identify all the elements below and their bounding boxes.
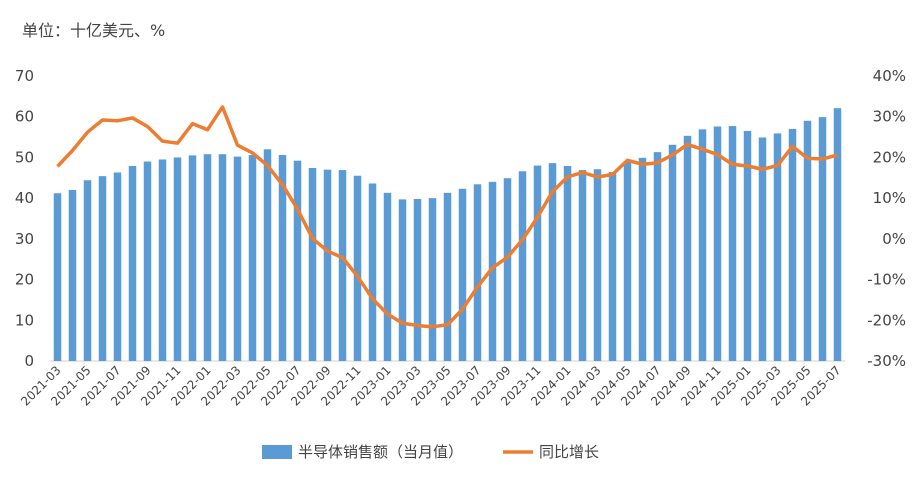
bar [53,193,62,361]
bar [503,178,512,361]
legend-label: 同比增长 [539,443,599,461]
bar [308,168,317,361]
bar [218,154,227,361]
legend-label: 半导体销售额（当月值） [298,443,463,461]
bar [143,161,152,361]
y-tick-label: 50 [15,148,34,166]
bar [803,120,812,362]
bar [203,154,212,361]
y2-tick-label: -20% [867,311,906,329]
y-tick-label: 10 [15,311,34,329]
bar [83,180,92,361]
bar [713,126,722,361]
y2-tick-label: 10% [873,189,906,207]
bar [338,170,347,361]
bar [323,169,332,361]
line [56,105,838,329]
bar [743,130,752,361]
y2-tick-label: 30% [873,108,906,126]
bar [233,156,242,361]
y-tick-label: 60 [15,108,34,126]
y-tick-label: 20 [15,271,34,289]
bar [563,165,572,361]
bar [608,172,617,361]
bar [128,165,137,361]
bar [683,135,692,361]
bar [533,165,542,361]
bar [443,192,452,361]
bar [428,198,437,361]
bar [758,137,767,361]
bar [398,199,407,361]
bar [788,128,797,361]
bar [278,154,287,361]
bar [593,169,602,361]
bar [158,159,167,361]
y-tick-label: 70 [15,67,34,85]
y2-tick-label: 0% [882,230,906,248]
y-tick-label: 40 [15,189,34,207]
bar [668,144,677,361]
y2-tick-label: -10% [867,271,906,289]
bar [728,126,737,361]
bar [638,157,647,361]
bar [773,133,782,361]
chart-title: 单位：十亿美元、% [22,21,165,40]
bar [698,129,707,361]
bar [263,149,272,361]
bar [113,172,122,361]
legend-swatch [262,445,292,459]
bar [578,170,587,361]
bar [623,161,632,361]
bar [98,176,107,361]
bar [173,157,182,361]
bar [383,192,392,361]
bar [488,181,497,361]
y2-tick-label: 20% [873,148,906,166]
bar [353,175,362,361]
bar [413,198,422,361]
bar [68,190,77,361]
y-tick-label: 0 [24,352,34,370]
bar [368,183,377,361]
bar [473,184,482,361]
bar [833,108,842,362]
y2-tick-label: 40% [873,67,906,85]
bar [818,117,827,361]
bar [293,160,302,361]
bar [518,171,527,361]
y-tick-label: 30 [15,230,34,248]
bar [188,155,197,361]
bar [248,154,257,361]
bar [653,152,662,361]
bar [548,163,557,361]
bar [458,188,467,361]
y2-tick-label: -30% [867,352,906,370]
